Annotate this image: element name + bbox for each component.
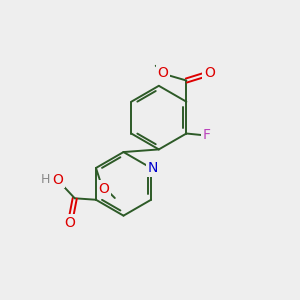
Text: O: O bbox=[52, 173, 63, 187]
Text: O: O bbox=[158, 66, 168, 80]
Text: H: H bbox=[40, 173, 50, 186]
Text: F: F bbox=[203, 128, 211, 142]
Text: N: N bbox=[147, 161, 158, 175]
Text: O: O bbox=[204, 66, 215, 80]
Text: O: O bbox=[64, 216, 75, 230]
Text: O: O bbox=[98, 182, 109, 196]
